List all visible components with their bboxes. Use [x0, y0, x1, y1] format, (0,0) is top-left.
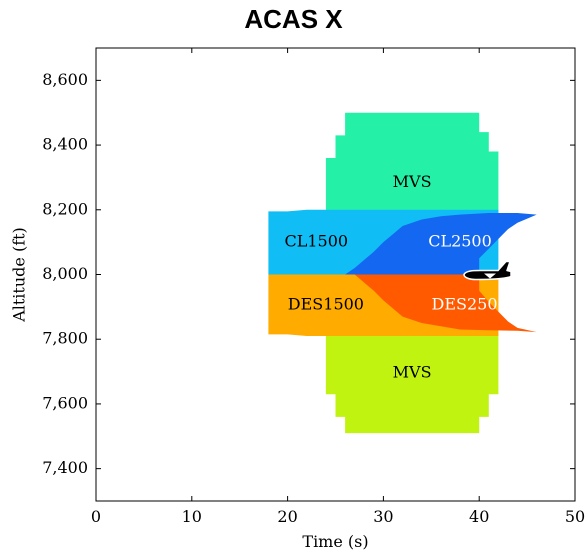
- mvs-region: [325, 112, 499, 217]
- x-tick-label: 10: [182, 507, 202, 526]
- mvs-region-2-label: MVS: [393, 363, 432, 382]
- y-axis-label: Altitude (ft): [10, 227, 29, 323]
- des2500-region-label: DES2500: [432, 295, 508, 314]
- chart-title: ACAS X: [244, 4, 343, 34]
- x-tick-label: 50: [565, 507, 585, 526]
- mvs-region-2: [325, 332, 499, 434]
- y-tick-label: 7,800: [42, 329, 88, 348]
- y-tick-label: 8,400: [42, 135, 88, 154]
- y-tick-label: 7,600: [42, 393, 88, 412]
- x-axis-label: Time (s): [302, 532, 368, 551]
- cl2500-region: [345, 213, 537, 275]
- mvs-region-label: MVS: [393, 172, 432, 191]
- y-tick-label: 8,200: [42, 199, 88, 218]
- x-tick-label: 30: [373, 507, 393, 526]
- y-tick-label: 7,400: [42, 458, 88, 477]
- x-tick-label: 40: [469, 507, 489, 526]
- y-tick-label: 8,600: [42, 70, 88, 89]
- des1500-region-label: DES1500: [288, 295, 364, 314]
- cl1500-region-label: CL1500: [285, 232, 349, 251]
- y-tick-label: 8,000: [42, 264, 88, 283]
- cl2500-region-label: CL2500: [428, 232, 492, 251]
- x-tick-label: 20: [277, 507, 297, 526]
- des2500-region: [354, 274, 537, 333]
- x-tick-label: 0: [91, 507, 101, 526]
- airplane-icon: [463, 260, 512, 281]
